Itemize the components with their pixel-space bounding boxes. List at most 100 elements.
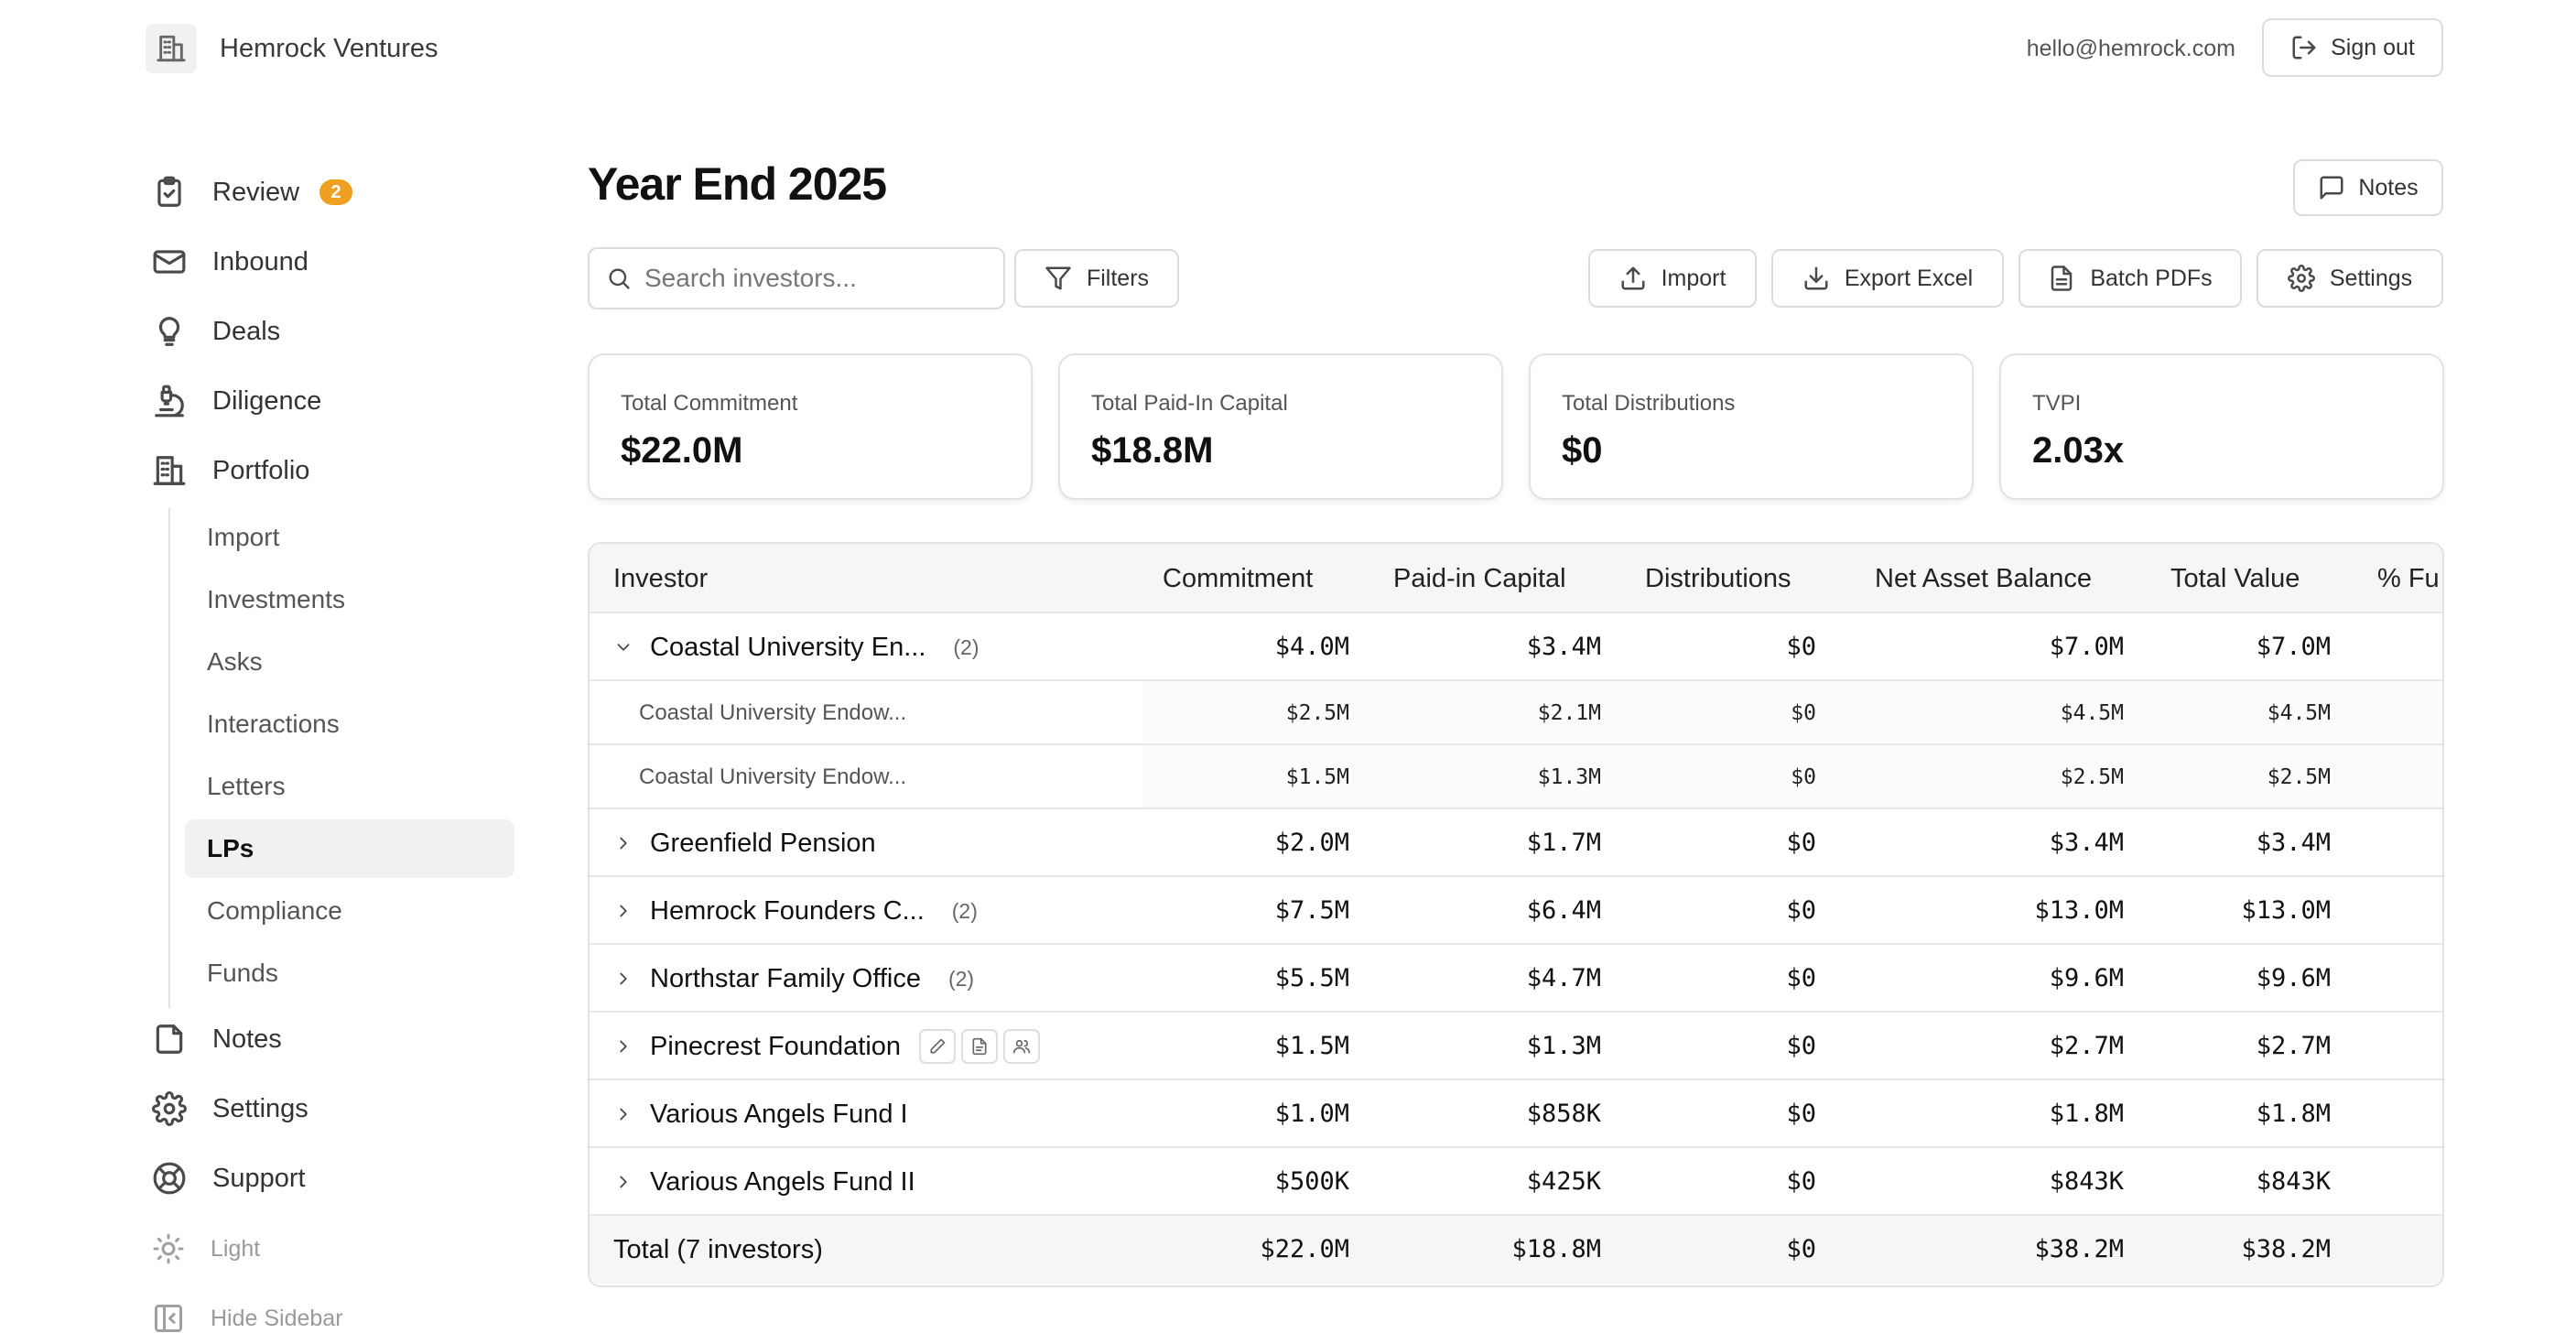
sidebar-sub-lps[interactable]: LPs [185,819,514,878]
expand-toggle[interactable] [613,1172,641,1192]
cell-commitment: $1.5M [1285,765,1349,789]
import-button[interactable]: Import [1588,249,1757,308]
expand-toggle[interactable] [613,1104,641,1124]
sidebar-item-deals[interactable]: Deals [152,306,280,357]
table-row[interactable]: Northstar Family Office (2) $5.5M $4.7M $0 $9… [590,945,2442,1013]
cell-distributions: $0 [1786,1100,1816,1128]
investor-name[interactable]: Northstar Family Office [650,963,921,993]
table-row[interactable]: Hemrock Founders C... (2) $7.5M $6.4M $0 $13.… [590,877,2442,945]
hide-sidebar-button[interactable]: Hide Sidebar [152,1295,343,1341]
expand-toggle[interactable] [613,637,641,657]
cell-paid-in-capital: $1.3M [1537,765,1601,789]
notes-button[interactable]: Notes [2293,159,2443,216]
sidebar-sub-investments[interactable]: Investments [207,585,345,613]
gear-icon [152,1091,187,1126]
export-excel-button[interactable]: Export Excel [1771,249,2004,308]
column-header-investor[interactable]: Investor [613,564,709,593]
expand-toggle[interactable] [613,1036,641,1057]
expand-toggle[interactable] [613,901,641,921]
sidebar-item-label: Deals [212,316,281,346]
sidebar-sub-letters[interactable]: Letters [207,772,286,800]
cell-net-asset-balance: $843K [2049,1167,2124,1196]
org-logo[interactable] [146,24,197,73]
investor-name[interactable]: Various Angels Fund I [650,1099,908,1129]
column-header-distributions[interactable]: Distributions [1645,564,1791,593]
stat-label: Total Commitment [621,391,798,416]
cell-net-asset-balance: $3.4M [2049,829,2124,857]
filter-icon [1045,266,1071,290]
investor-name-cell: Greenfield Pension [613,809,876,877]
table-row[interactable]: Pinecrest Foundation $1.5M $1.3M $0 $2.7M $2.… [590,1013,2442,1080]
cell-paid-in-capital: $425K [1526,1167,1601,1196]
sub-account-count: (2) [953,634,980,659]
cell-total-value: $2.5M [2267,765,2331,789]
sub-row-values-background [1142,745,2442,807]
cell-net-asset-balance: $2.5M [2060,765,2124,789]
import-button-label: Import [1661,265,1726,291]
mail-icon [153,250,186,274]
lp-table: Investor Commitment Paid-in Capital Dist… [588,542,2444,1287]
chevron-right-icon [620,1040,627,1053]
sidebar-item-notes[interactable]: Notes [152,1013,282,1065]
expand-toggle[interactable] [613,969,641,989]
column-header-paid-in-capital[interactable]: Paid-in Capital [1393,564,1566,593]
user-email: hello@hemrock.com [2026,36,2235,61]
cell-net-asset-balance: $2.7M [2049,1032,2124,1060]
table-sub-row[interactable]: Coastal University Endow... $1.5M $1.3M $0 $… [590,745,2442,809]
batch-pdfs-button[interactable]: Batch PDFs [2019,249,2242,308]
column-header-total-value[interactable]: Total Value [2170,564,2300,593]
sidebar-item-label: Diligence [212,385,322,416]
sidebar-sub-interactions[interactable]: Interactions [207,710,340,738]
sidebar-item-review[interactable]: Review 2 [152,167,353,218]
table-sub-row[interactable]: Coastal University Endow... $2.5M $2.1M $0 $… [590,681,2442,745]
sidebar-item-label: Settings [212,1093,308,1123]
theme-toggle[interactable]: Light [152,1226,260,1272]
building-icon [153,456,186,485]
sign-out-icon [2292,36,2316,60]
table-row[interactable]: Various Angels Fund II $500K $425K $0 $843K $… [590,1148,2442,1216]
sidebar-sub-import[interactable]: Import [207,523,280,551]
investor-name[interactable]: Coastal University Endow... [639,700,907,725]
search-input[interactable] [644,264,992,293]
investor-name[interactable]: Greenfield Pension [650,828,876,858]
sidebar-item-support[interactable]: Support [152,1153,306,1204]
investor-name[interactable]: Pinecrest Foundation [650,1031,902,1061]
investor-name[interactable]: Various Angels Fund II [650,1166,915,1197]
cell-net-asset-balance: $1.8M [2049,1100,2124,1128]
filters-button[interactable]: Filters [1014,249,1179,308]
sidebar-sub-compliance[interactable]: Compliance [207,896,342,925]
sidebar-item-diligence[interactable]: Diligence [152,375,321,427]
search-box[interactable] [588,247,1005,309]
cell-distributions: $0 [1786,633,1816,661]
investor-name[interactable]: Hemrock Founders C... [650,895,925,926]
users-icon [1012,1039,1031,1054]
cell-distributions: $0 [1786,1235,1816,1263]
sidebar-item-label: Portfolio [212,455,310,485]
sidebar-sub-asks[interactable]: Asks [207,647,263,676]
review-count-badge: 2 [319,179,353,205]
message-square-icon [2320,176,2343,200]
document-action-button[interactable] [961,1029,999,1064]
table-total-row: Total (7 investors) $22.0M $18.8M $0 $38.2M $… [590,1216,2442,1284]
sidebar-item-inbound[interactable]: Inbound [152,236,308,287]
cell-paid-in-capital: $1.3M [1526,1032,1601,1060]
investor-name[interactable]: Coastal University En... [650,632,926,662]
table-row[interactable]: Greenfield Pension $2.0M $1.7M $0 $3.4M $3.4M [590,809,2442,877]
table-row[interactable]: Coastal University En... (2) $4.0M $3.4M $0 $… [590,613,2442,681]
sidebar-item-portfolio[interactable]: Portfolio [152,445,309,496]
investor-name[interactable]: Coastal University Endow... [639,764,907,789]
expand-toggle[interactable] [613,833,641,853]
sidebar-item-settings[interactable]: Settings [152,1083,308,1134]
settings-button[interactable]: Settings [2257,249,2443,308]
sidebar-sub-funds[interactable]: Funds [207,959,278,987]
table-row[interactable]: Various Angels Fund I $1.0M $858K $0 $1.8M $1… [590,1080,2442,1148]
sidebar-item-label: Notes [212,1024,282,1054]
column-header-commitment[interactable]: Commitment [1163,564,1314,593]
edit-action-button[interactable] [919,1029,957,1064]
column-header-net-asset-balance[interactable]: Net Asset Balance [1875,564,2092,593]
column-header-percent-funded[interactable]: % Fu [2377,564,2440,593]
cell-net-asset-balance: $9.6M [2049,964,2124,992]
sign-out-button[interactable]: Sign out [2262,18,2443,77]
users-action-button[interactable] [1003,1029,1041,1064]
stat-value: $0 [1562,430,1603,471]
